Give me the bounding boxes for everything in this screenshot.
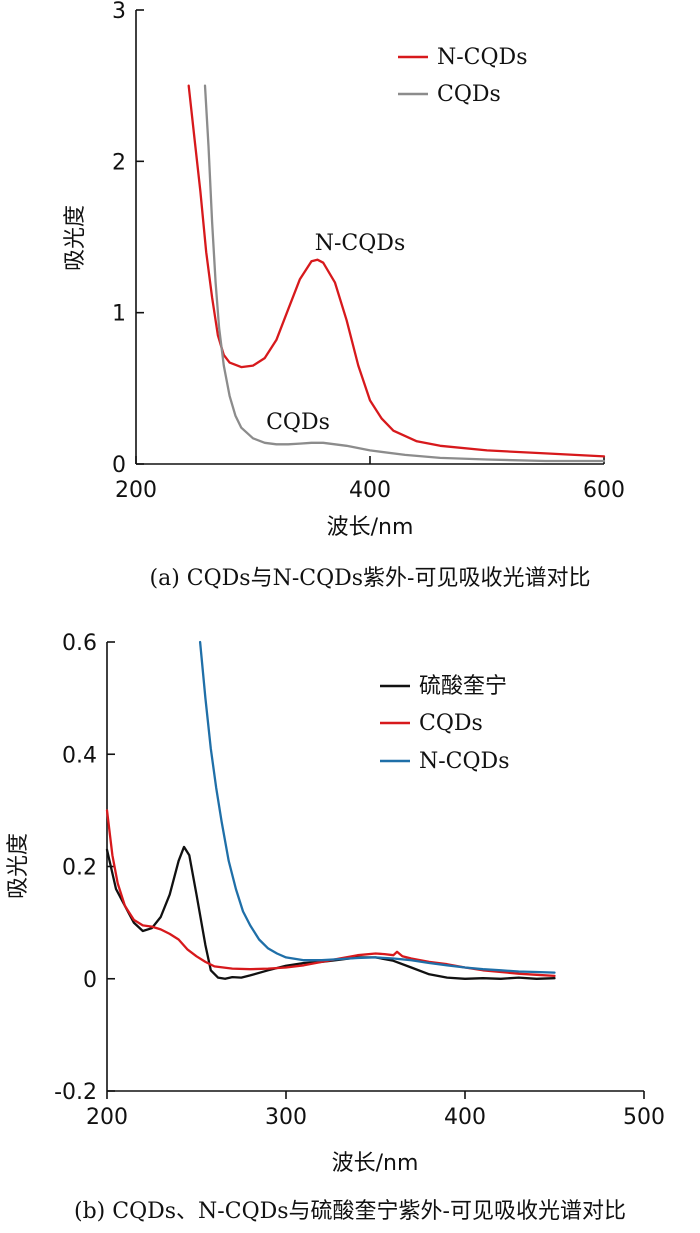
chart-b-xtick-label: 200 [86,1105,128,1130]
chart-b-legend-label-quinine: 硫酸奎宁 [419,674,507,699]
chart-b: -0.2 0 0.2 0.4 0.6 200 300 400 500 吸光度 波长/nm 硫酸奎… [6,631,665,1224]
chart-a-xtick-label: 400 [349,478,391,503]
chart-b-series-lines [105,640,556,980]
chart-b-ytick-label: 0.4 [62,743,97,768]
chart-b-ticks: -0.2 0 0.2 0.4 0.6 200 300 400 500 [54,631,665,1130]
chart-b-ytick-label: 0.6 [62,631,97,656]
chart-b-legend-label-ncqds: N-CQDs [419,749,509,774]
chart-a-ylabel: 吸光度 [63,205,88,271]
chart-b-xtick-label: 400 [444,1105,486,1130]
chart-a-ytick-label: 0 [112,453,126,478]
chart-b-ytick-label: 0 [83,968,97,993]
chart-b-series-line-ncqds [198,640,556,974]
chart-b-xtick-label: 300 [265,1105,307,1130]
chart-b-legend-label-cqds: CQDs [419,711,483,736]
chart-a-ytick-label: 2 [112,150,126,175]
chart-b-series-line-cqds [105,809,556,978]
chart-a-legend-label-ncqds: N-CQDs [437,45,527,70]
chart-b-ylabel: 吸光度 [6,833,31,899]
chart-a-caption: (a) CQDs与N-CQDs紫外-可见吸收光谱对比 [150,566,591,591]
chart-a-ytick-label: 3 [112,0,126,24]
chart-b-xtick-label: 500 [623,1105,665,1130]
chart-a: 0 1 2 3 200 400 600 吸光度 波长/nm N-CQDs CQDs N-CQ… [63,0,625,591]
chart-a-xtick-label: 600 [583,478,625,503]
chart-b-xlabel: 波长/nm [332,1151,419,1176]
chart-a-legend: N-CQDs CQDs [398,45,527,107]
chart-b-ytick-label: 0.2 [62,856,97,881]
chart-b-series-line-quinine [105,845,556,980]
chart-a-legend-label-cqds: CQDs [437,82,501,107]
chart-a-ticks: 0 1 2 3 200 400 600 [112,0,625,503]
chart-b-legend: 硫酸奎宁 CQDs N-CQDs [380,674,509,774]
chart-a-annotation-ncqds: N-CQDs [315,231,405,256]
chart-a-series-line-ncqds [187,84,606,458]
chart-a-xlabel: 波长/nm [327,515,414,540]
chart-b-ytick-label: -0.2 [54,1080,97,1105]
chart-a-series-line-cqds [203,84,606,463]
chart-b-caption: (b) CQDs、N-CQDs与硫酸奎宁紫外-可见吸收光谱对比 [74,1199,626,1224]
chart-a-series-lines [187,84,606,463]
chart-a-annotation-cqds: CQDs [266,410,330,435]
chart-a-xtick-label: 200 [115,478,157,503]
chart-a-ytick-label: 1 [112,302,126,327]
